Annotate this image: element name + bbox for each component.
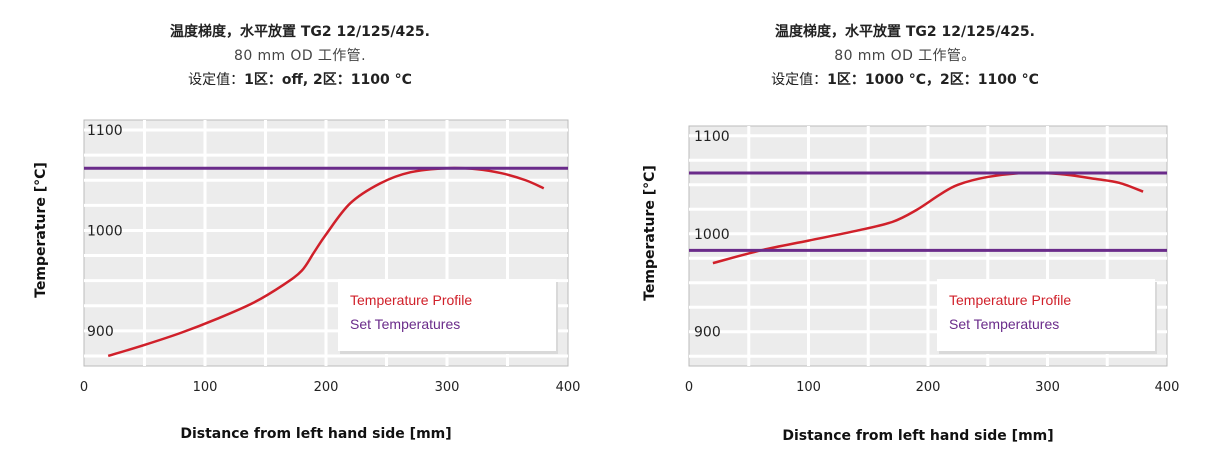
x-tick-label: 100 (193, 380, 218, 395)
legend-item: Temperature Profile (949, 292, 1071, 308)
chart-svg: 900 1000 1100 0 100 200 300 400 Temperature Prof… (642, 125, 1180, 444)
legend: Temperature Profile Set Temperatures (338, 279, 558, 354)
setpoint-values: 1区：1000 °C，2区：1100 °C (827, 72, 1039, 88)
chart-title-line2: 80 mm OD 工作管。 (834, 48, 976, 64)
x-tick-label: 400 (556, 380, 581, 395)
temperature-profile-line (712, 171, 1144, 265)
chart-title-line1: 温度梯度，水平放置 TG2 12/125/425. (774, 24, 1035, 40)
legend: Temperature Profile Set Temperatures (937, 279, 1157, 354)
legend-item: Temperature Profile (350, 292, 472, 308)
x-tick-label: 0 (80, 380, 88, 395)
y-axis-title: Temperature [°C] (642, 165, 658, 301)
setpoint-values: 1区：off, 2区：1100 °C (244, 72, 412, 88)
x-axis-title: Distance from left hand side [mm] (782, 428, 1053, 444)
x-tick-label: 200 (916, 380, 941, 395)
chart-title-block: 温度梯度，水平放置 TG2 12/125/425. 80 mm OD 工作管. … (0, 20, 600, 92)
chart-title-block: 温度梯度，水平放置 TG2 12/125/425. 80 mm OD 工作管。 … (605, 20, 1205, 92)
x-tick-label: 400 (1155, 380, 1180, 395)
chart-panel-right: 温度梯度，水平放置 TG2 12/125/425. 80 mm OD 工作管。 … (605, 0, 1205, 474)
x-axis-title: Distance from left hand side [mm] (180, 426, 451, 442)
legend-box (338, 279, 556, 351)
legend-item: Set Temperatures (949, 316, 1059, 332)
chart-svg: 900 1000 1100 0 100 200 300 400 Temperature Prof… (33, 119, 581, 442)
setpoint-prefix: 设定值： (188, 72, 245, 88)
y-tick-label: 1000 (87, 223, 123, 239)
y-tick-label: 900 (87, 324, 114, 340)
chart-panel-left: 温度梯度，水平放置 TG2 12/125/425. 80 mm OD 工作管. … (0, 0, 600, 474)
y-tick-label: 1000 (694, 227, 730, 243)
x-tick-label: 200 (314, 380, 339, 395)
x-tick-label: 0 (685, 380, 693, 395)
y-tick-label: 900 (694, 325, 721, 341)
chart-title-line3: 设定值：1区：off, 2区：1100 °C (0, 68, 600, 92)
chart-title-line2: 80 mm OD 工作管. (234, 48, 366, 64)
y-tick-label: 1100 (694, 129, 730, 145)
chart-title-line3: 设定值：1区：1000 °C，2区：1100 °C (605, 68, 1205, 92)
y-tick-label: 1100 (87, 123, 123, 139)
chart-title-line1: 温度梯度，水平放置 TG2 12/125/425. (169, 24, 430, 40)
x-tick-label: 300 (435, 380, 460, 395)
temperature-profile-line (107, 166, 545, 358)
y-axis-title: Temperature [°C] (33, 162, 49, 298)
x-tick-label: 300 (1035, 380, 1060, 395)
legend-box (937, 279, 1155, 351)
setpoint-prefix: 设定值： (771, 72, 828, 88)
legend-item: Set Temperatures (350, 316, 460, 332)
x-tick-label: 100 (796, 380, 821, 395)
